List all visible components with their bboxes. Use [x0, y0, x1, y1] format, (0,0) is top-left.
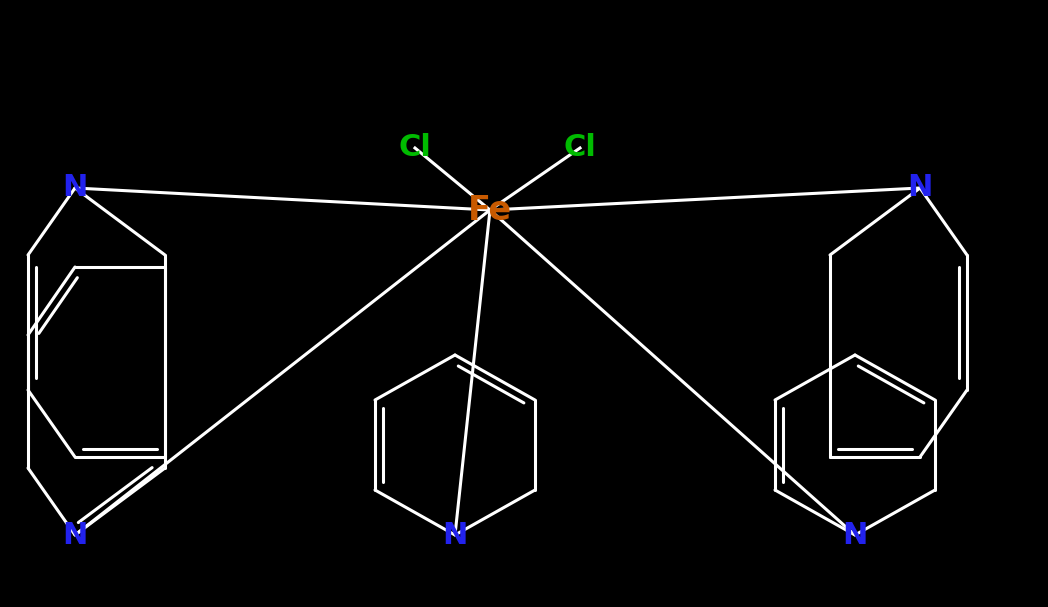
Text: N: N: [442, 520, 467, 549]
Text: N: N: [843, 520, 868, 549]
Text: Fe: Fe: [468, 194, 512, 226]
Text: N: N: [62, 174, 88, 203]
Text: Cl: Cl: [398, 134, 432, 163]
Text: N: N: [62, 520, 88, 549]
Text: N: N: [908, 174, 933, 203]
Text: Cl: Cl: [564, 134, 596, 163]
